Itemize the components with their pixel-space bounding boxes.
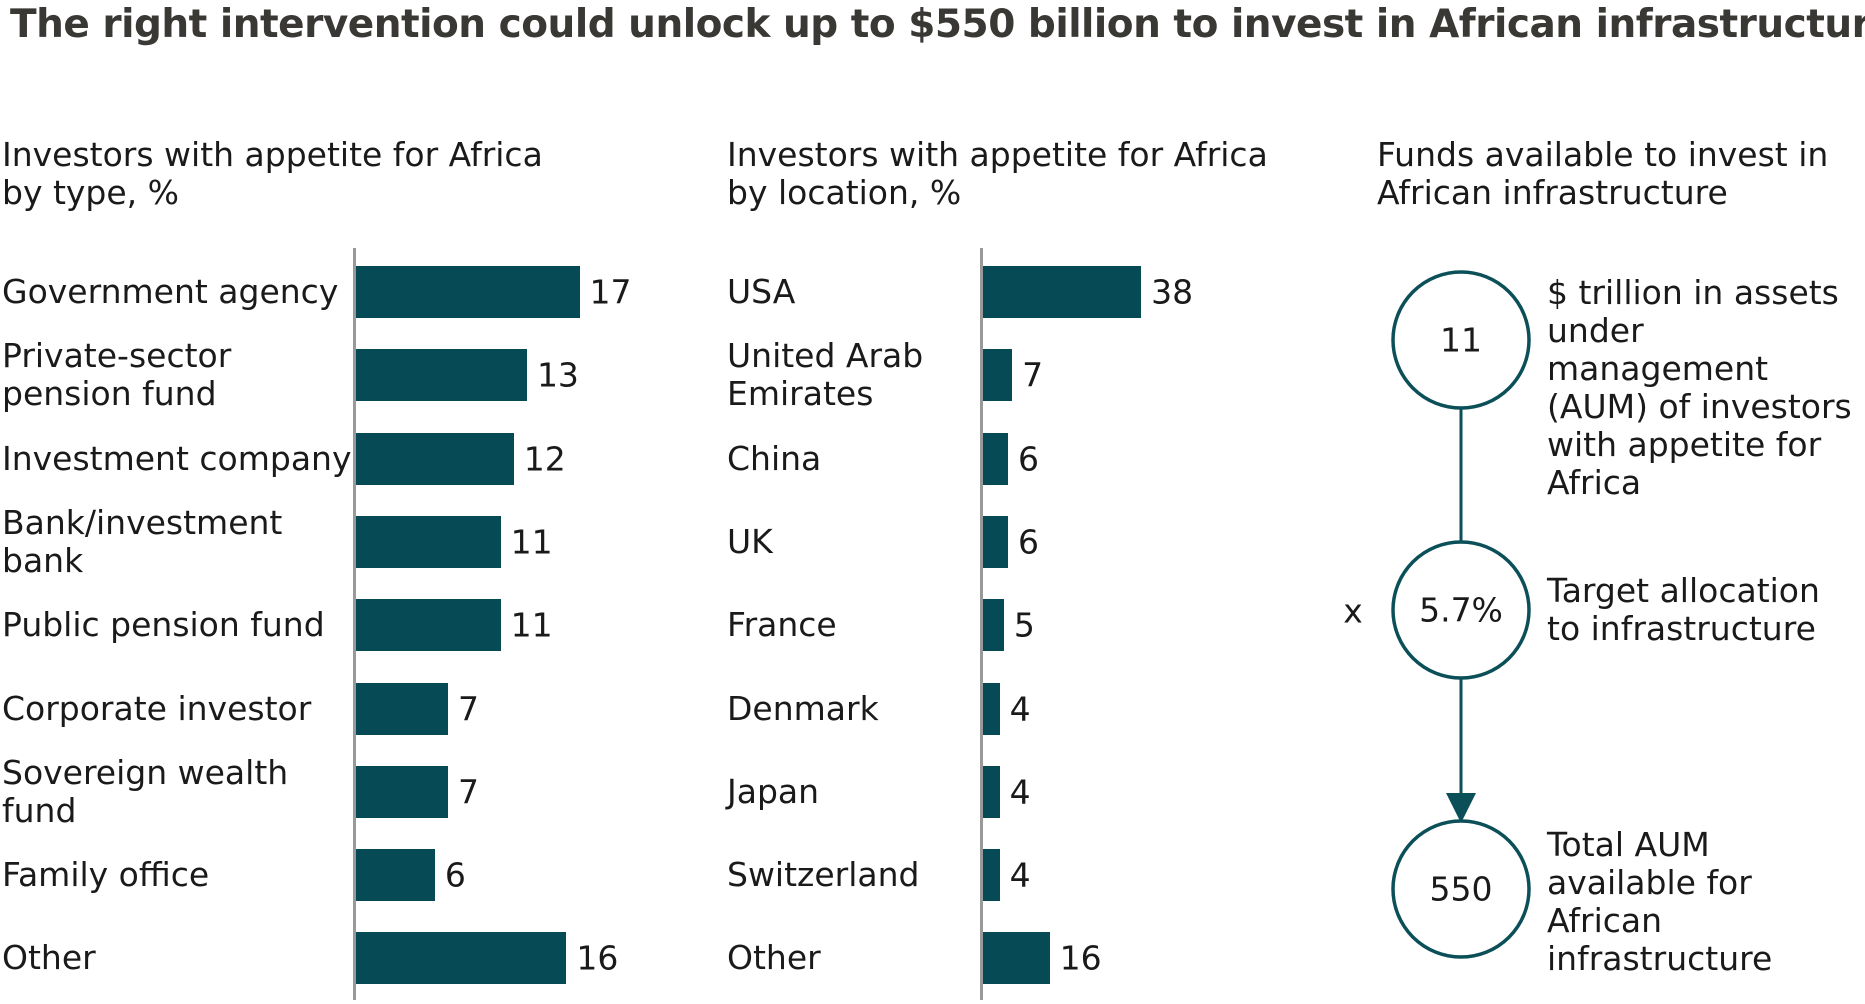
value-label: 11: [510, 522, 553, 562]
bar: [356, 682, 449, 735]
category-label: Denmark: [727, 688, 879, 728]
category-label: United Arab Emirates: [727, 336, 924, 414]
bar: [983, 849, 1000, 902]
value-label: 7: [458, 772, 480, 812]
bar: [983, 349, 1013, 402]
bar: [983, 599, 1004, 652]
value-label: 6: [1017, 439, 1039, 479]
category-label: Other: [2, 938, 96, 978]
value-label: 7: [1022, 355, 1044, 395]
chart-title: Investors with appetite for Africa by ty…: [2, 135, 543, 212]
bar: [983, 682, 1000, 735]
value-label: 12: [523, 439, 566, 479]
bar: [356, 765, 449, 818]
step-circle: [1391, 540, 1531, 680]
step-value: 550: [1430, 870, 1493, 909]
step-value: 5.7%: [1419, 591, 1503, 630]
bar: [356, 432, 514, 485]
axis-line: [353, 248, 356, 1000]
value-label: 11: [510, 605, 553, 645]
bar: [983, 432, 1008, 485]
value-label: 7: [458, 689, 480, 728]
operator: x: [1343, 592, 1363, 631]
category-label: Government agency: [2, 272, 339, 311]
bar: [356, 266, 580, 318]
step-value: 11: [1440, 321, 1482, 360]
category-label: France: [727, 605, 837, 645]
category-label: Switzerland: [727, 855, 920, 895]
value-label: 6: [1017, 522, 1039, 562]
category-label: Other: [727, 938, 821, 978]
step-circle: [1391, 819, 1531, 959]
category-label: Corporate investor: [2, 688, 312, 728]
category-label: Sovereign wealth fund: [2, 752, 289, 830]
value-label: 4: [1009, 772, 1031, 812]
category-label: Private-sector pension fund: [2, 336, 232, 414]
bar: [356, 932, 567, 985]
value-label: 13: [536, 355, 579, 395]
bar: [356, 349, 527, 402]
value-label: 4: [1009, 689, 1031, 728]
value-label: 4: [1009, 855, 1031, 895]
value-label: 5: [1013, 605, 1035, 645]
chart-title: Investors with appetite for Africa by lo…: [727, 135, 1268, 212]
step-label: $ trillion in assets under management (A…: [1547, 273, 1852, 502]
category-label: Family office: [2, 855, 210, 895]
bar: [983, 932, 1050, 985]
bar: [356, 849, 435, 902]
step-label: Total AUM available for African infrastr…: [1547, 825, 1773, 978]
bar: [983, 266, 1142, 318]
value-label: 16: [576, 938, 619, 978]
category-label: Investment company: [2, 438, 352, 478]
value-label: 16: [1059, 938, 1102, 978]
value-label: 6: [444, 855, 466, 895]
category-label: Bank/investment bank: [2, 502, 283, 580]
bar: [356, 515, 501, 568]
value-label: 17: [589, 272, 632, 312]
bar: [983, 515, 1008, 568]
category-label: China: [727, 438, 822, 478]
page-title: The right intervention could unlock up t…: [10, 2, 1865, 47]
category-label: UK: [727, 521, 773, 561]
value-label: 38: [1151, 272, 1194, 312]
category-label: USA: [727, 272, 796, 311]
diagram-title: Funds available to invest in African inf…: [1377, 135, 1829, 212]
category-label: Public pension fund: [2, 605, 325, 645]
category-label: Japan: [727, 771, 820, 811]
step-circle: [1391, 270, 1531, 410]
bar: [356, 599, 501, 652]
bar: [983, 765, 1000, 818]
step-label: Target allocation to infrastructure: [1547, 571, 1820, 648]
axis-line: [980, 248, 983, 1000]
